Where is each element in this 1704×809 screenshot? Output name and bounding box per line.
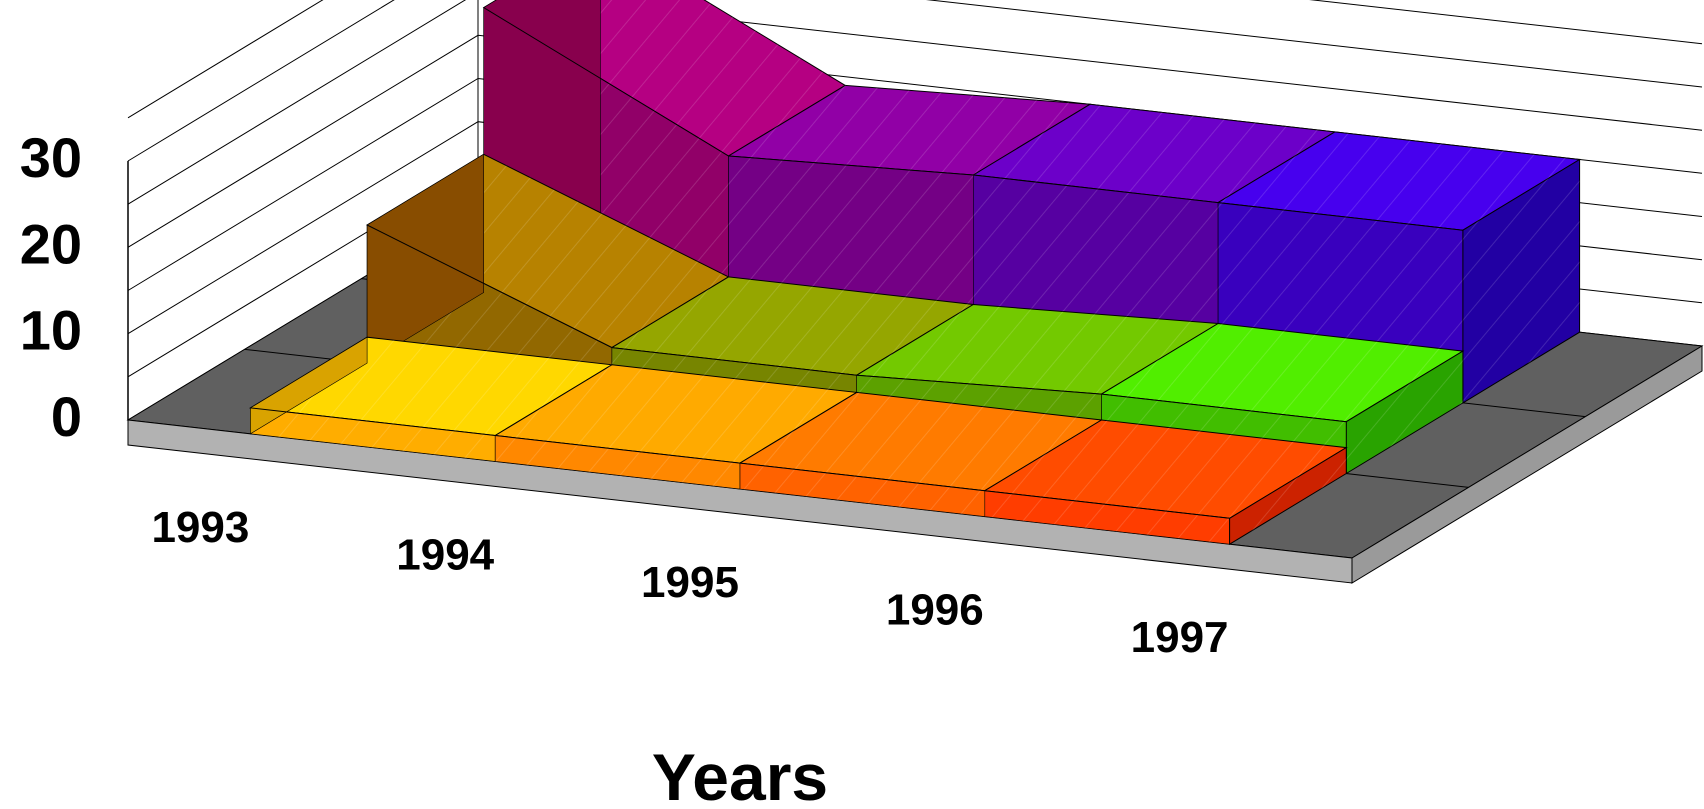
x-tick-label-1996: 1996 <box>886 586 984 635</box>
series-1-end-hatch <box>1229 447 1347 545</box>
series-layer <box>248 0 1582 546</box>
left-wall <box>128 0 478 420</box>
series-2-end-hatch <box>1346 351 1463 474</box>
series-2-start-cap <box>366 153 485 364</box>
series-3-top-hatch-1995 <box>973 104 1335 203</box>
gridline <box>127 0 1703 162</box>
series-1-area <box>248 336 1348 546</box>
series-1-start-cap <box>250 336 368 435</box>
series-1-top-hatch-1994 <box>495 364 857 464</box>
series-1-front-hatch-1993 <box>250 407 496 462</box>
series-1-front-outline <box>250 407 1230 519</box>
series-2-area <box>366 153 1465 475</box>
series-3-top-hatch-1994 <box>728 85 1090 175</box>
series-3-front-outline <box>483 7 1463 231</box>
x-axis-title: Years <box>652 740 828 809</box>
floor-side-edge <box>1351 345 1703 584</box>
series-2-top-hatch-1995 <box>856 304 1219 395</box>
series-3-end-hatch <box>1462 159 1580 403</box>
series-2-front-outline <box>366 224 1347 423</box>
x-tick-label-1995: 1995 <box>641 558 739 607</box>
series-1-top-hatch-1996 <box>984 420 1347 519</box>
label-layer: 0 10 20 30 1993 1994 1995 1996 1997 Years <box>20 126 1229 809</box>
y-tick-label: 10 <box>20 299 82 362</box>
series-3-top-hatch-1996 <box>1218 131 1580 231</box>
series-1-top-hatch-1995 <box>740 392 1102 491</box>
series-1-front-hatch-1996 <box>984 490 1230 545</box>
x-tick-label-1997: 1997 <box>1131 613 1229 662</box>
y-tick-label: 0 <box>51 385 82 448</box>
y-tick-label: 30 <box>20 126 82 189</box>
series-1-front-hatch-1994 <box>495 435 740 489</box>
series-2-top-hatch-1994 <box>611 276 974 376</box>
y-tick-label: 20 <box>20 212 82 275</box>
series-2-top-hatch-1996 <box>1101 323 1463 422</box>
series-1-front-hatch-1995 <box>740 463 985 517</box>
x-tick-label-1993: 1993 <box>151 503 249 552</box>
gridline <box>127 0 1703 119</box>
x-tick-label-1994: 1994 <box>396 530 494 579</box>
gridline <box>127 0 1703 205</box>
